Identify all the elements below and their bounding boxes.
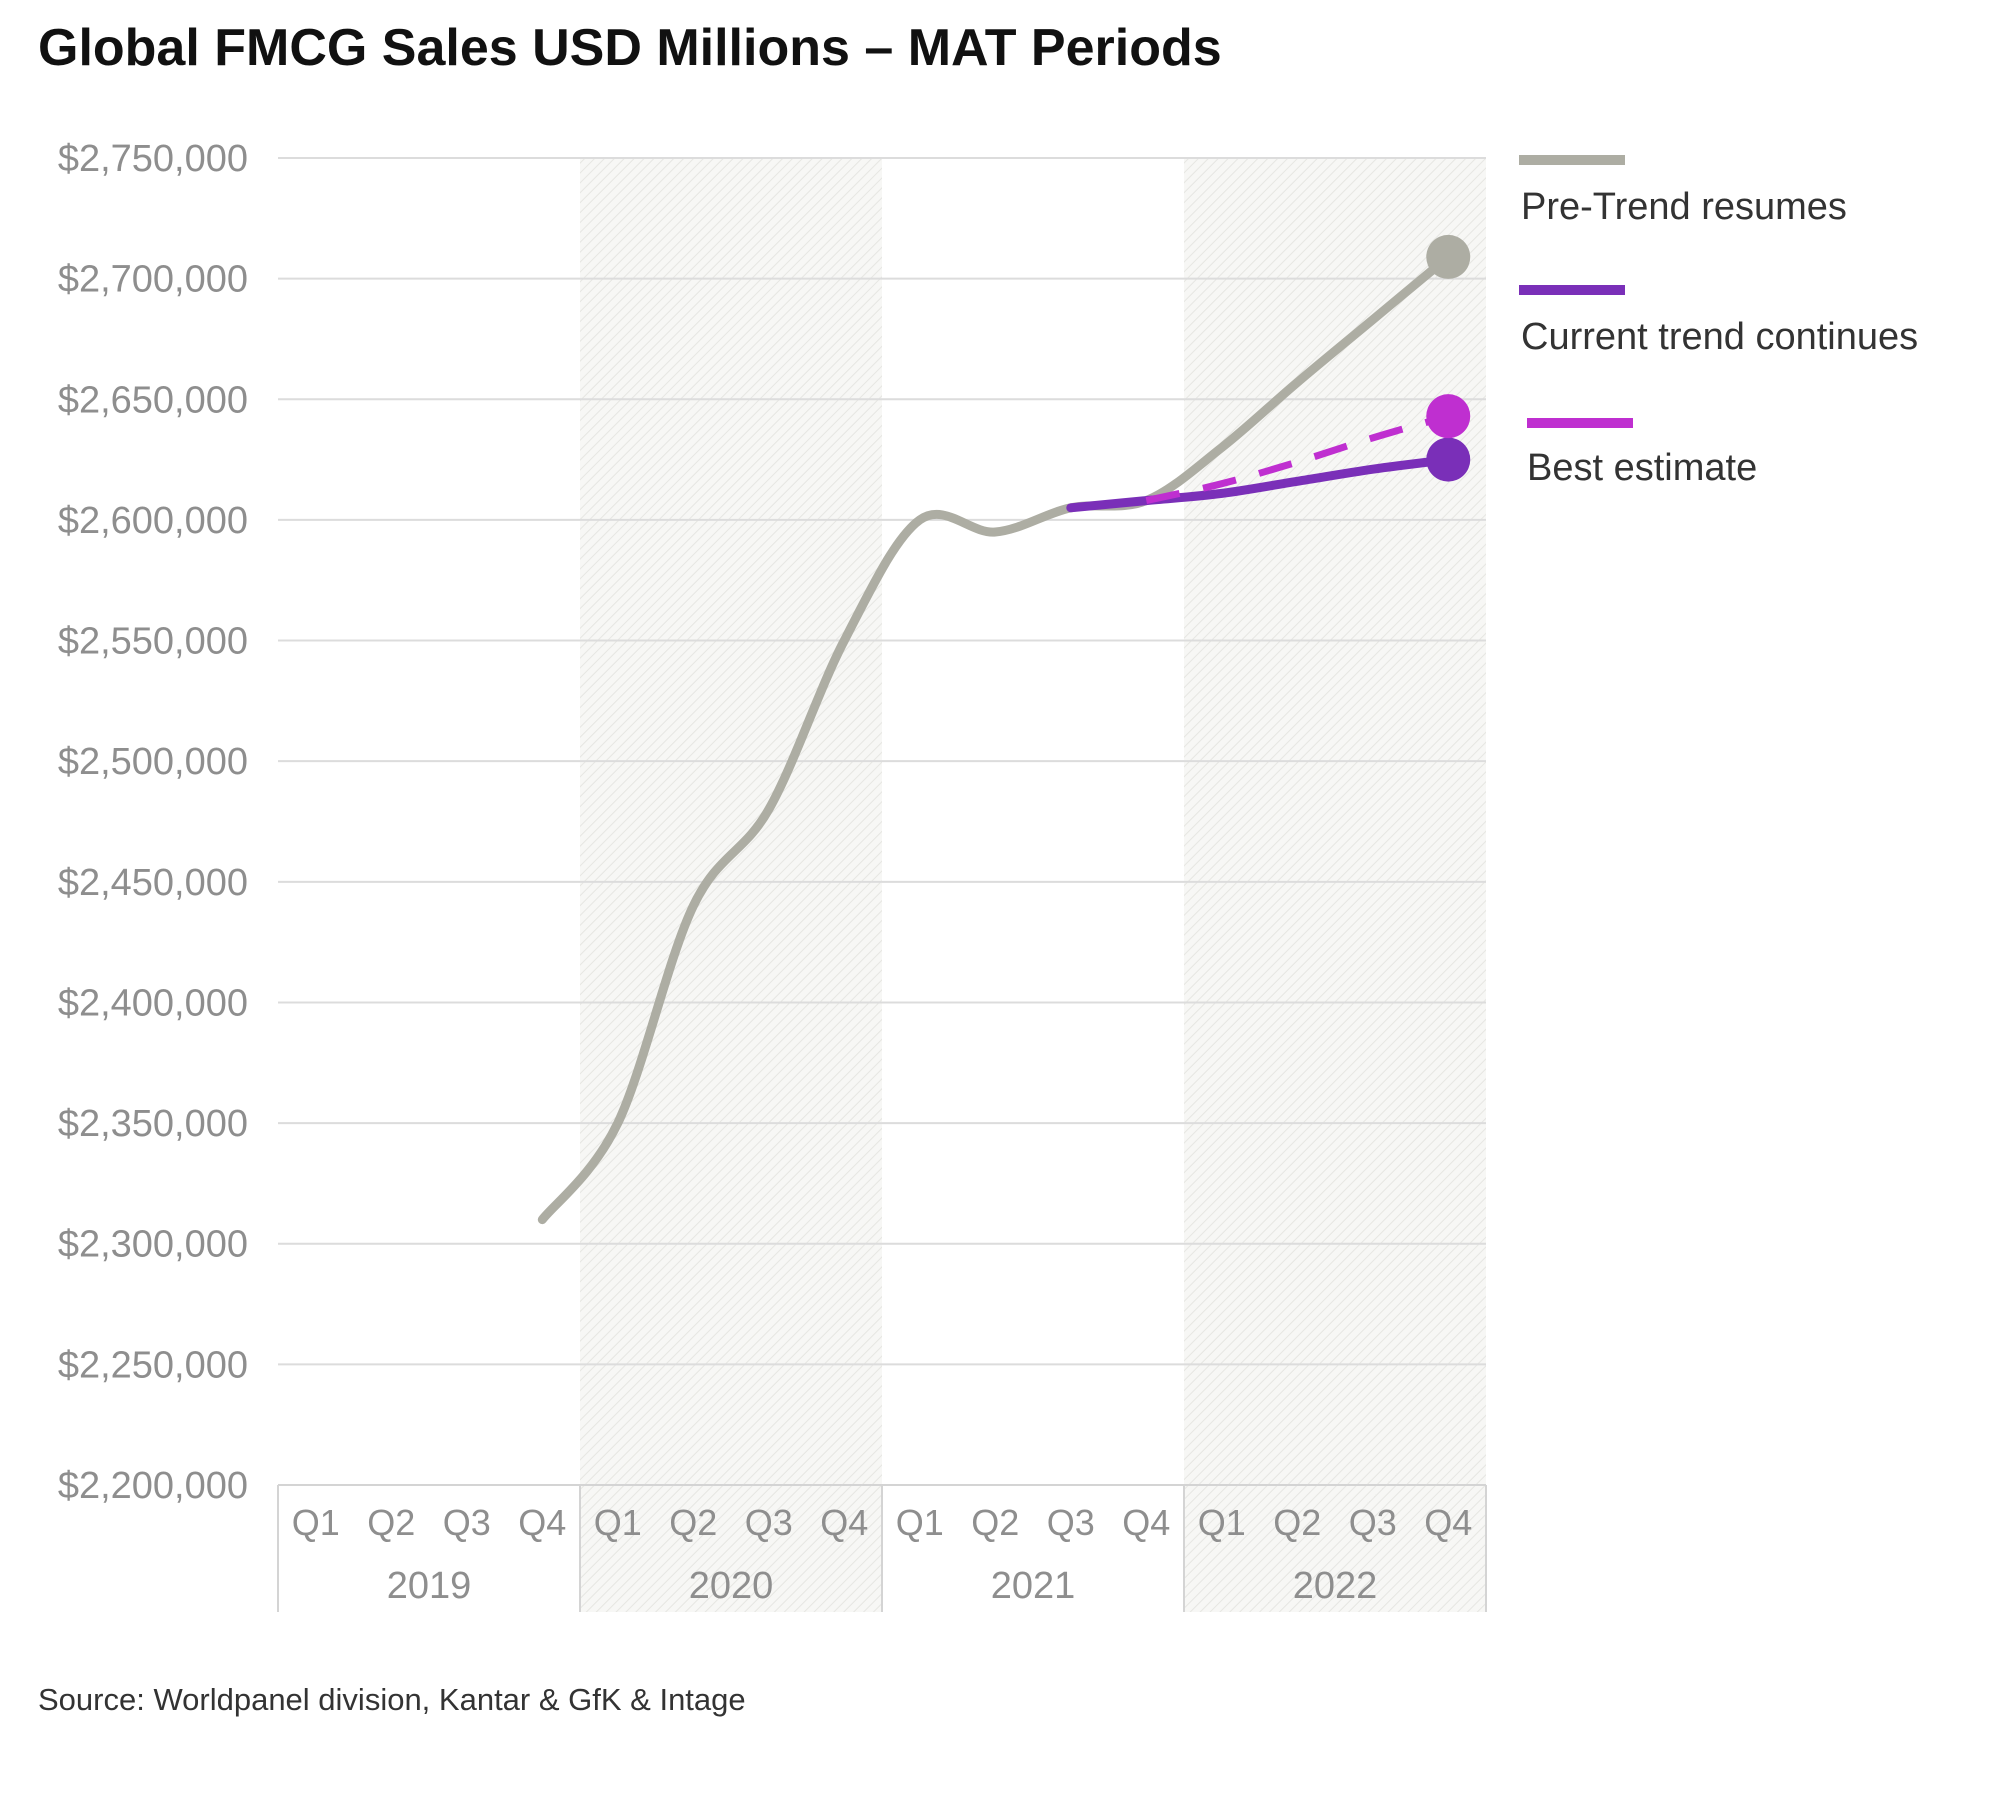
data-point-current-trend-continues <box>1297 481 1298 482</box>
data-point-pre-trend-resumes <box>919 519 920 520</box>
y-tick-label: $2,400,000 <box>58 982 248 1024</box>
x-group-label: 2021 <box>991 1565 1076 1607</box>
series-line-current-trend-continues <box>1066 455 1453 513</box>
x-group-label: 2020 <box>689 1565 774 1607</box>
x-tick-label: Q2 <box>367 1502 415 1543</box>
data-point-current-trend-continues <box>1372 469 1373 470</box>
data-point-best-estimate <box>1146 500 1147 501</box>
x-tick-label: Q3 <box>745 1502 793 1543</box>
legend-label-pre-trend: Pre-Trend resumes <box>1521 186 1847 228</box>
y-tick-label: $2,600,000 <box>58 500 248 542</box>
x-tick-label: Q1 <box>292 1502 340 1543</box>
x-tick-label: Q4 <box>820 1502 868 1543</box>
chart-source-note: Source: Worldpanel division, Kantar & Gf… <box>38 1682 746 1717</box>
legend <box>1519 155 1633 428</box>
x-group-label: 2019 <box>387 1565 472 1607</box>
legend-label-current-trend: Current trend continues <box>1521 316 1919 358</box>
data-point-current-trend-continues <box>1070 507 1071 508</box>
shaded-band-2022 <box>1184 158 1486 1612</box>
x-tick-label: Q1 <box>1198 1502 1246 1543</box>
series-line-pre-trend-resumes <box>537 252 1453 1225</box>
y-tick-label: $2,500,000 <box>58 741 248 783</box>
data-point-pre-trend-resumes <box>768 809 769 810</box>
x-tick-label: Q1 <box>594 1502 642 1543</box>
data-point-best-estimate <box>1372 437 1373 438</box>
x-tick-label: Q4 <box>1122 1502 1170 1543</box>
x-tick-label: Q2 <box>971 1502 1019 1543</box>
y-tick-label: $2,200,000 <box>58 1465 248 1507</box>
data-point-pre-trend-resumes <box>693 905 694 906</box>
y-tick-label: $2,300,000 <box>58 1224 248 1266</box>
x-tick-label: Q4 <box>518 1502 566 1543</box>
x-group-label: 2022 <box>1293 1565 1378 1607</box>
data-point-best-estimate <box>1221 483 1222 484</box>
data-point-current-trend-continues <box>1221 493 1222 494</box>
end-marker-current-trend-continues <box>1426 437 1471 482</box>
data-point-pre-trend-resumes <box>844 640 845 641</box>
series-lines <box>537 234 1471 1225</box>
data-point-pre-trend-resumes <box>1372 319 1373 320</box>
x-tick-label: Q4 <box>1424 1502 1472 1543</box>
x-tick-label: Q2 <box>669 1502 717 1543</box>
legend-label-best-estimate: Best estimate <box>1527 447 1758 489</box>
y-tick-label: $2,450,000 <box>58 862 248 904</box>
y-tick-label: $2,250,000 <box>58 1344 248 1386</box>
y-tick-label: $2,750,000 <box>58 138 248 180</box>
end-marker-best-estimate <box>1426 394 1471 439</box>
data-point-pre-trend-resumes <box>995 531 996 532</box>
shaded-year-bands <box>580 158 1486 1612</box>
data-point-pre-trend-resumes <box>617 1123 618 1124</box>
y-tick-label: $2,700,000 <box>58 259 248 301</box>
y-tick-label: $2,650,000 <box>58 379 248 421</box>
end-marker-pre-trend-resumes <box>1426 234 1471 279</box>
y-tick-label: $2,550,000 <box>58 621 248 663</box>
y-axis-tick-labels: $2,200,000 $2,250,000 $2,300,000 $2,350,000… <box>58 138 248 1507</box>
series-line-best-estimate <box>1145 412 1450 505</box>
y-tick-label: $2,350,000 <box>58 1103 248 1145</box>
x-tick-label: Q2 <box>1273 1502 1321 1543</box>
data-point-pre-trend-resumes <box>1297 382 1298 383</box>
x-tick-label: Q3 <box>1047 1502 1095 1543</box>
data-point-pre-trend-resumes <box>1221 447 1222 448</box>
data-point-pre-trend-resumes <box>542 1219 543 1220</box>
data-point-best-estimate <box>1297 462 1298 463</box>
x-tick-label: Q3 <box>1349 1502 1397 1543</box>
chart-title: Global FMCG Sales USD Millions – MAT Per… <box>38 19 1222 77</box>
x-tick-label: Q3 <box>443 1502 491 1543</box>
x-axis: Q1 Q2 Q3 Q4 2019 Q1 Q2 Q3 Q4 2020 Q1 Q2 Q3 Q4 2021 Q1 Q2… <box>277 1484 1487 1612</box>
x-tick-label: Q1 <box>896 1502 944 1543</box>
shaded-band-2020 <box>580 158 882 1612</box>
